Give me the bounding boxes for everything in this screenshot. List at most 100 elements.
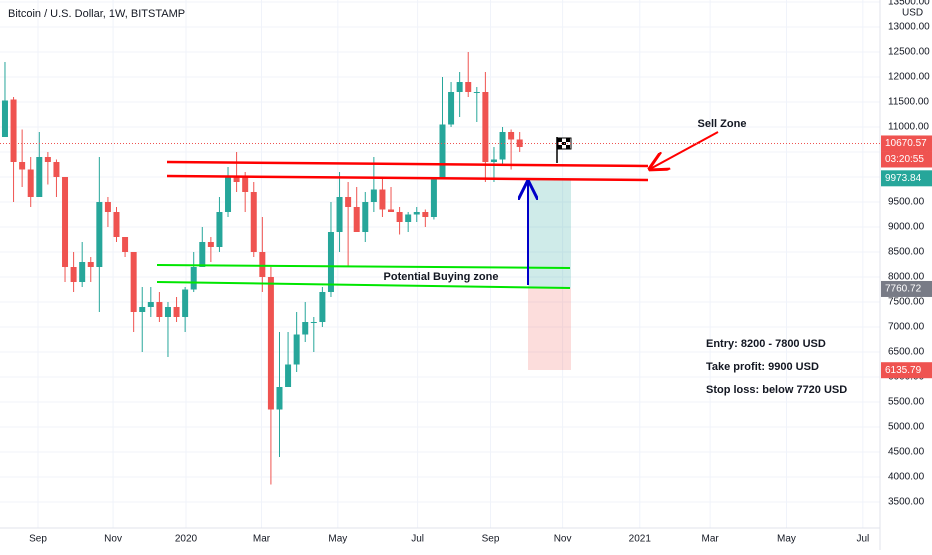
candle-body (190, 267, 197, 290)
x-tick-label: Mar (253, 534, 271, 545)
candle-body (439, 124, 446, 180)
candle-body (345, 197, 352, 207)
candle-body (104, 202, 111, 212)
x-tick-label: Nov (554, 534, 572, 545)
candle-body (164, 307, 171, 317)
y-tick-label: 9000.00 (888, 222, 925, 233)
last-price-label-box (881, 135, 932, 152)
flag (556, 137, 572, 163)
x-tick-label: 2020 (175, 534, 198, 545)
candle-body (156, 302, 163, 317)
x-tick-label: Jul (856, 534, 869, 545)
candle-body (36, 157, 43, 197)
annotation: Stop loss: below 7720 USD (706, 384, 847, 396)
countdown-label-box (881, 151, 932, 168)
y-tick-label: 12000.00 (888, 72, 930, 83)
annotation: Entry: 8200 - 7800 USD (706, 338, 826, 350)
y-tick-label: 4000.00 (888, 472, 925, 483)
candle-body (456, 82, 463, 92)
candle-body (413, 212, 420, 215)
candle-body (250, 192, 257, 252)
y-tick-label: 11500.00 (888, 97, 929, 108)
candle-body (396, 212, 403, 222)
candle-body (379, 189, 386, 210)
candle-body (216, 212, 223, 247)
y-tick-label: 4500.00 (888, 447, 925, 458)
candle-body (490, 159, 497, 162)
last-price-label: 10670.57 (885, 138, 927, 149)
candle-body (473, 92, 480, 93)
candle-body (113, 212, 120, 237)
candle-body (405, 214, 412, 222)
candle-body (53, 162, 60, 177)
annotation: Take profit: 9900 USD (706, 361, 819, 373)
y-tick-label: 5500.00 (888, 397, 925, 408)
candle-body (70, 267, 77, 282)
stop-zone (528, 288, 571, 370)
x-tick-label: May (328, 534, 347, 545)
candle-body (79, 262, 86, 282)
candle-body (465, 82, 472, 92)
candle-body (182, 289, 189, 317)
candle-body (173, 307, 180, 317)
price-label-box (881, 362, 932, 379)
y-tick-label: 5000.00 (888, 422, 925, 433)
chart-title: Bitcoin / U.S. Dollar, 1W, BITSTAMP (8, 8, 185, 20)
x-tick-label: Sep (29, 534, 47, 545)
y-tick-label: 8500.00 (888, 247, 925, 258)
candle-body (87, 262, 94, 267)
y-tick-label: 11000.00 (888, 122, 929, 133)
support-line (156, 264, 571, 269)
candle-body (62, 177, 69, 267)
resistance-line (166, 160, 649, 168)
y-tick-label: 13500.00 (888, 0, 930, 8)
candle-body (370, 189, 377, 202)
y-tick-label: 3500.00 (888, 497, 925, 508)
candle-body (430, 179, 437, 217)
x-tick-label: Mar (702, 534, 720, 545)
candle-body (96, 202, 103, 267)
candle-body (259, 252, 266, 277)
x-tick-label: 2021 (629, 534, 652, 545)
candle-body (336, 197, 343, 232)
target-zone (528, 180, 571, 288)
y-tick-label: 9500.00 (888, 197, 925, 208)
candle-body (44, 157, 51, 162)
candle-body (207, 242, 214, 247)
candle-body (448, 92, 455, 125)
axes: 3500.004000.004500.005000.005500.006000.… (29, 0, 932, 545)
candle-body (310, 322, 317, 323)
candle-body (233, 177, 240, 182)
sell-arrow (650, 131, 719, 169)
x-tick-label: Sep (482, 534, 500, 545)
candle-body (242, 177, 249, 192)
support-line (156, 281, 571, 289)
price-label: 7760.72 (885, 284, 922, 295)
y-tick-label: 7000.00 (888, 322, 925, 333)
candle-body (302, 322, 309, 335)
annotation: Potential Buying zone (384, 271, 499, 283)
candle-body (147, 302, 154, 307)
candle-body (499, 132, 506, 160)
candle-body (422, 212, 429, 217)
candles (1, 52, 523, 485)
price-label-box (881, 280, 932, 297)
x-tick-label: Nov (104, 534, 122, 545)
y-tick-label: 13000.00 (888, 22, 930, 33)
candle-body (122, 237, 129, 252)
candle-body (10, 99, 17, 162)
candle-body (508, 132, 515, 140)
y-tick-label: 8000.00 (888, 272, 925, 283)
candle-body (482, 92, 489, 162)
price-label: 9973.84 (885, 173, 922, 184)
x-tick-label: May (777, 534, 796, 545)
candle-body (199, 242, 206, 267)
y-tick-label: 12500.00 (888, 47, 930, 58)
y-tick-label: 6500.00 (888, 347, 925, 358)
annotation: Sell Zone (698, 118, 747, 130)
candle-body (293, 334, 300, 365)
candle-body (225, 177, 232, 212)
resistance-line (166, 174, 649, 182)
candle-body (353, 207, 360, 232)
